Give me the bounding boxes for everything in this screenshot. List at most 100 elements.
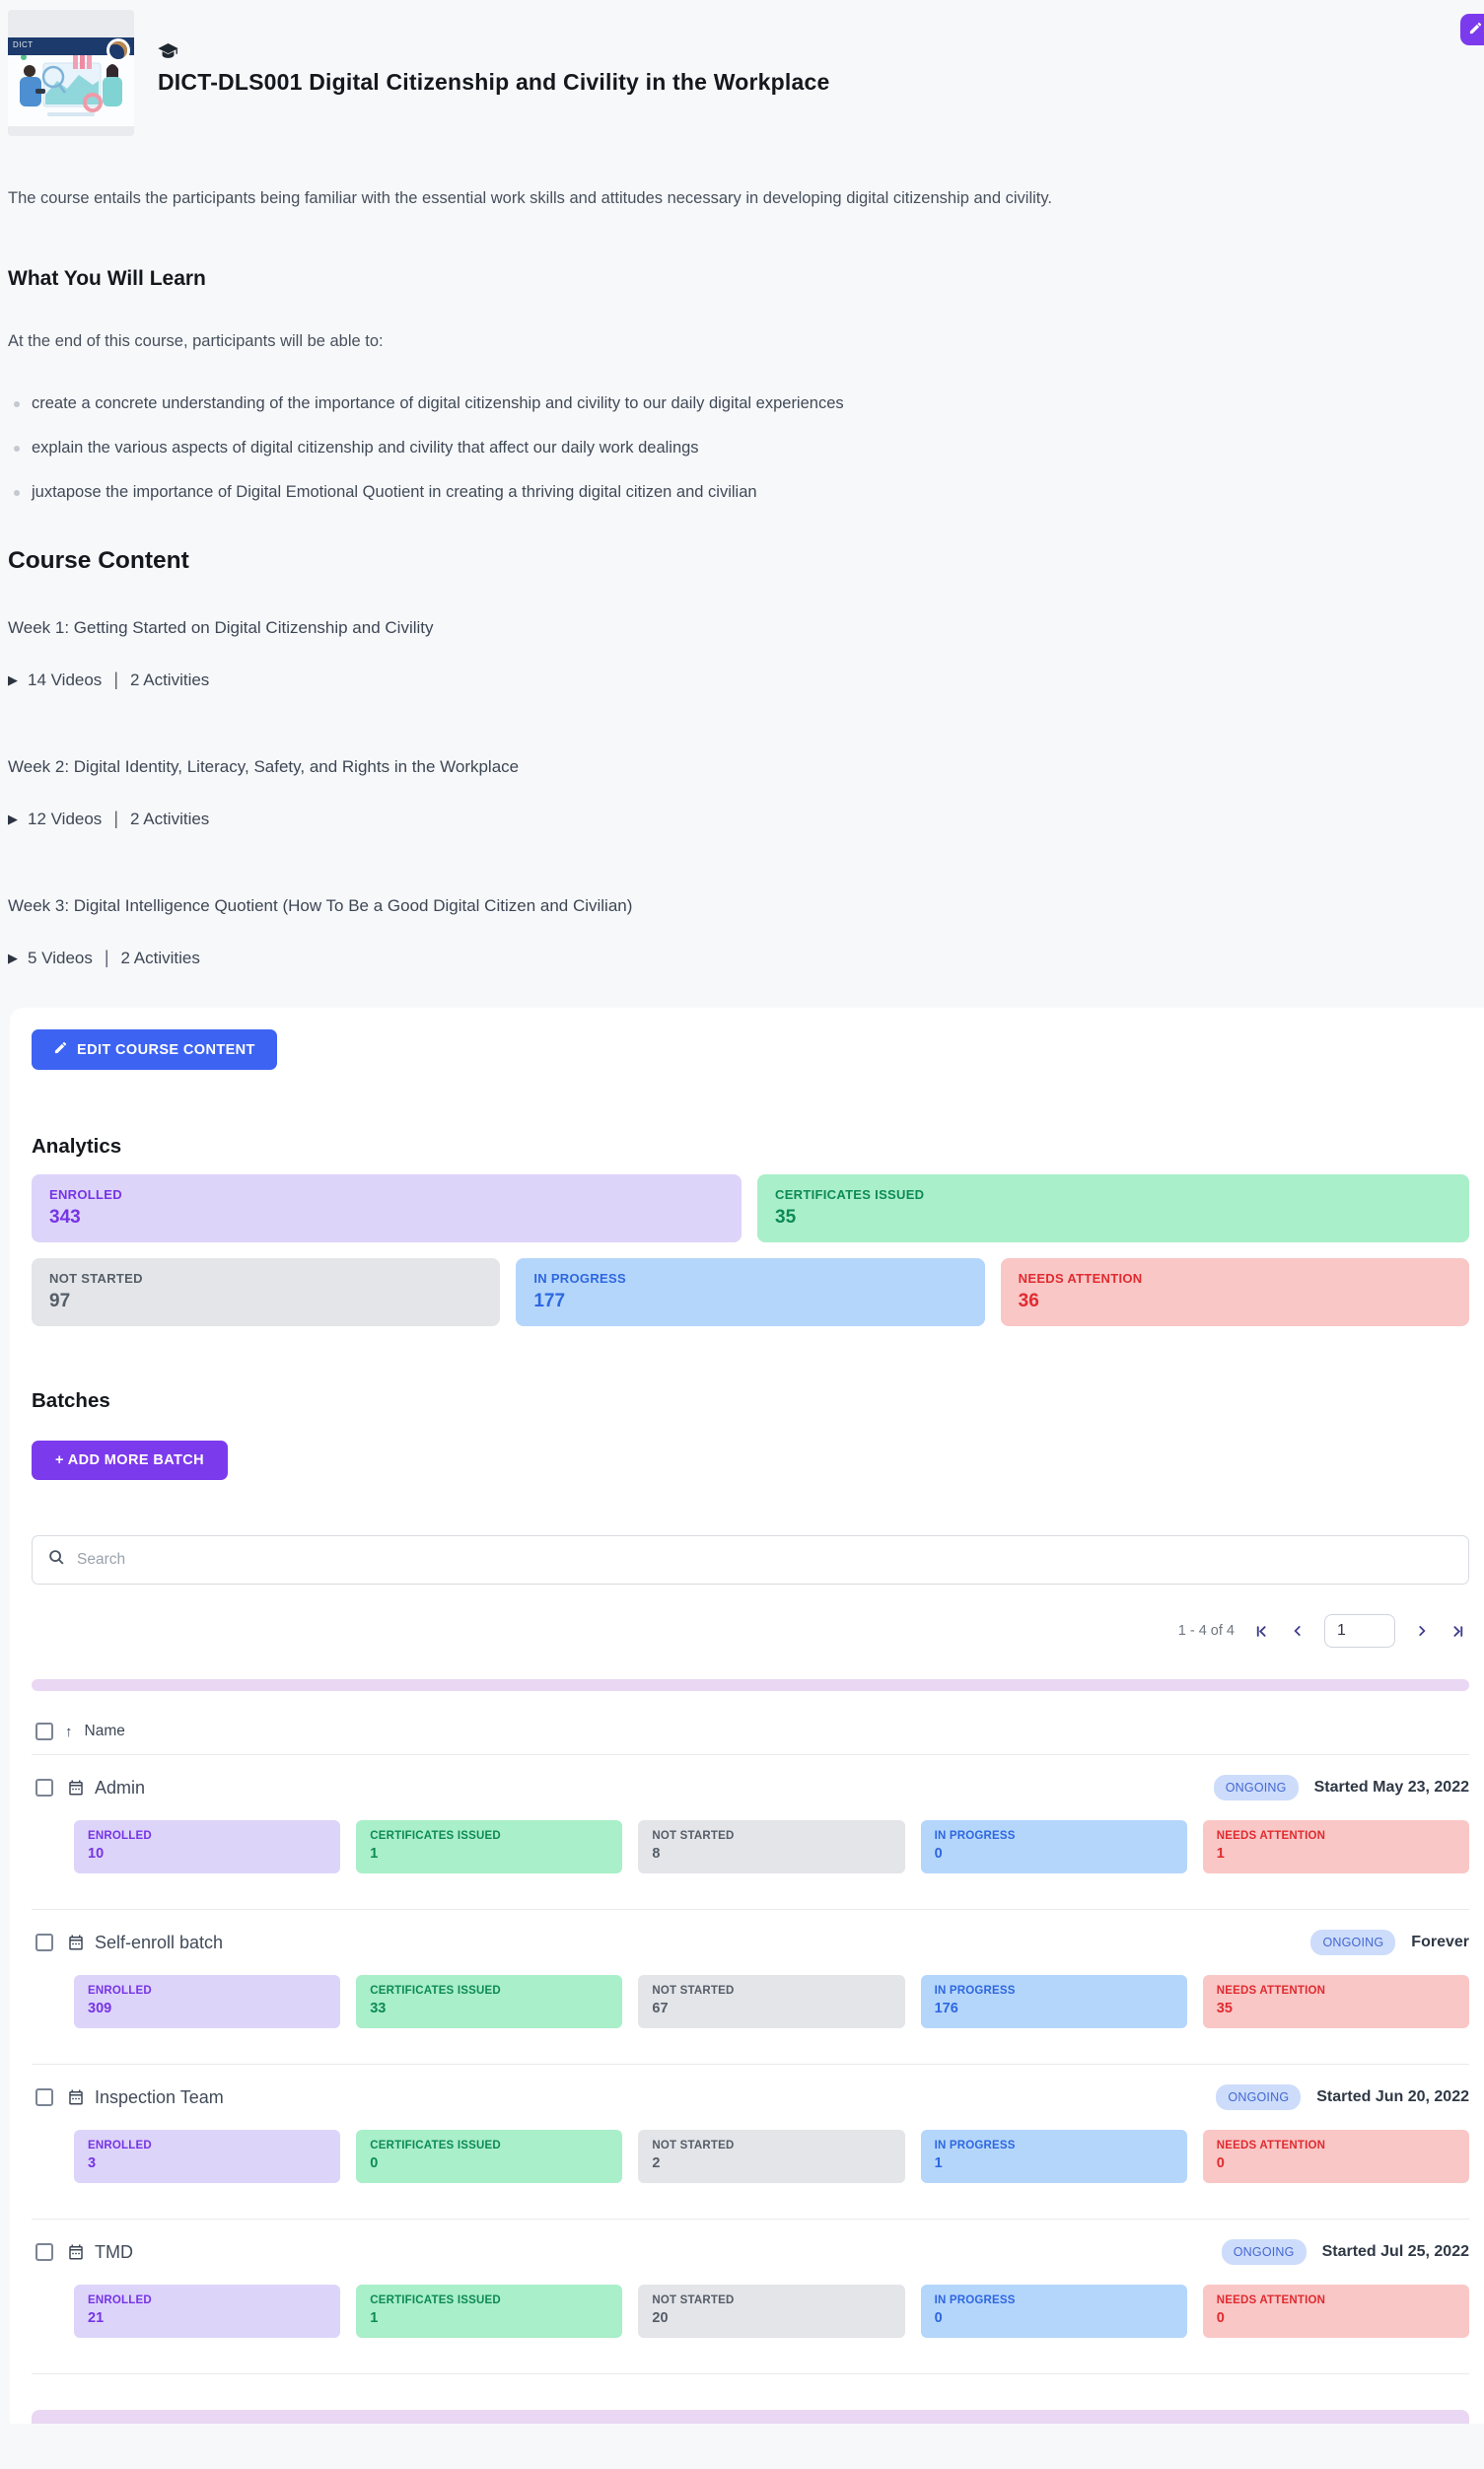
dict-seal-icon (106, 38, 130, 62)
learn-heading: What You Will Learn (8, 267, 206, 290)
analytics-row-1: ENROLLED 343 CERTIFICATES ISSUED 35 (32, 1174, 1469, 1242)
batch-row-admin: Admin ONGOING Started May 23, 2022 ENROL… (32, 1755, 1469, 1910)
stat-label: NOT STARTED (49, 1271, 143, 1286)
stat-chip-needs-attention: NEEDS ATTENTION 35 (1202, 1975, 1469, 2028)
learn-objectives-list: create a concrete understanding of the i… (8, 394, 1469, 502)
batch-name-cell[interactable]: Self-enroll batch (67, 1933, 223, 1953)
learn-objective: create a concrete understanding of the i… (8, 394, 1469, 413)
page-number-input[interactable] (1324, 1614, 1395, 1648)
page-title: DICT-DLS001 Digital Citizenship and Civi… (158, 69, 830, 95)
stat-value: 1 (370, 2310, 379, 2326)
stat-label: ENROLLED (88, 1985, 152, 1997)
pagination-range-label: 1 - 4 of 4 (1177, 1623, 1235, 1639)
stat-value: 20 (652, 2310, 669, 2326)
row-checkbox[interactable] (35, 1779, 53, 1797)
progress-divider-bar (32, 1679, 1469, 1691)
batch-schedule: Started Jul 25, 2022 (1321, 2243, 1469, 2260)
stat-value: 1 (370, 1846, 379, 1862)
batches-heading: Batches (32, 1389, 110, 1412)
stat-chip-needs-attention: NEEDS ATTENTION 0 (1202, 2285, 1469, 2338)
expand-triangle-icon: ▶ (8, 950, 18, 965)
videos-count: 5 Videos (28, 948, 93, 967)
stat-label: NOT STARTED (652, 2294, 735, 2306)
batch-search-box (32, 1535, 1469, 1585)
batch-stats: ENROLLED 3 CERTIFICATES ISSUED 0 NOT START… (74, 2130, 1469, 2183)
videos-count: 12 Videos (28, 809, 103, 828)
activities-count: 2 Activities (130, 670, 210, 689)
search-input[interactable] (77, 1551, 1452, 1569)
batch-name: Admin (95, 1777, 146, 1798)
status-badge: ONGOING (1216, 2084, 1302, 2110)
week-summary-toggle[interactable]: ▶ 14 Videos | 2 Activities (8, 670, 1469, 690)
status-badge: ONGOING (1221, 2239, 1307, 2265)
week-title: Week 3: Digital Intelligence Quotient (H… (8, 896, 633, 915)
activities-count: 2 Activities (130, 809, 210, 828)
stat-value: 0 (934, 2310, 943, 2326)
pagination-bar: 1 - 4 of 4 (32, 1614, 1469, 1648)
stat-value: 10 (88, 1846, 105, 1862)
stat-value: 343 (49, 1207, 81, 1228)
stat-chip-not-started: NOT STARTED 67 (638, 1975, 905, 2028)
meta-separator: | (104, 948, 109, 967)
name-column-header[interactable]: Name (84, 1723, 125, 1739)
calendar-icon (69, 1780, 83, 1796)
edit-course-content-label: EDIT COURSE CONTENT (77, 1041, 255, 1058)
row-checkbox[interactable] (35, 2088, 53, 2106)
stat-value: 67 (652, 2001, 669, 2016)
stat-label: CERTIFICATES ISSUED (370, 2140, 501, 2152)
next-page-button[interactable] (1413, 1622, 1431, 1640)
stat-value: 35 (775, 1207, 797, 1228)
batch-name-cell[interactable]: TMD (67, 2242, 133, 2263)
select-all-checkbox[interactable] (35, 1723, 53, 1740)
stat-chip-not-started: NOT STARTED 20 (638, 2285, 905, 2338)
thumbnail-brand-text: DICT (13, 40, 34, 49)
batch-schedule: Forever (1411, 1934, 1469, 1950)
edit-course-button[interactable] (1460, 14, 1484, 45)
week-section-2: Week 2: Digital Identity, Literacy, Safe… (8, 757, 1469, 829)
stat-label: NEEDS ATTENTION (1216, 1830, 1326, 1842)
week-title: Week 2: Digital Identity, Literacy, Safe… (8, 757, 520, 776)
stat-value: 1 (1216, 1846, 1225, 1862)
week-summary-toggle[interactable]: ▶ 5 Videos | 2 Activities (8, 948, 1469, 968)
stat-value: 36 (1018, 1291, 1039, 1311)
course-admin-card: EDIT COURSE CONTENT Analytics ENROLLED 3… (10, 1008, 1484, 2424)
stat-value: 1 (934, 2155, 943, 2171)
add-more-batch-button[interactable]: + ADD MORE BATCH (32, 1441, 228, 1480)
stat-value: 0 (1216, 2310, 1225, 2326)
stat-value: 0 (1216, 2155, 1225, 2171)
stat-value: 3 (88, 2155, 97, 2171)
stat-chip-enrolled: ENROLLED 21 (74, 2285, 341, 2338)
batch-schedule: Started May 23, 2022 (1313, 1779, 1469, 1796)
expand-triangle-icon: ▶ (8, 811, 18, 826)
stat-chip-certificates: CERTIFICATES ISSUED 1 (356, 1820, 623, 1873)
course-illustration (8, 37, 134, 126)
edit-course-content-button[interactable]: EDIT COURSE CONTENT (32, 1029, 277, 1070)
batch-name-cell[interactable]: Inspection Team (67, 2087, 224, 2108)
expand-triangle-icon: ▶ (8, 671, 18, 687)
week-summary-toggle[interactable]: ▶ 12 Videos | 2 Activities (8, 809, 1469, 829)
learn-objective: explain the various aspects of digital c… (8, 439, 1469, 458)
stat-chip-enrolled: ENROLLED 3 (74, 2130, 341, 2183)
batch-table-header: ↑ Name (32, 1715, 1469, 1755)
activities-count: 2 Activities (120, 948, 200, 967)
stat-label: NEEDS ATTENTION (1216, 2294, 1326, 2306)
batch-name-cell[interactable]: Admin (67, 1778, 145, 1799)
stat-label: NEEDS ATTENTION (1216, 2140, 1326, 2152)
stat-chip-enrolled: ENROLLED 309 (74, 1975, 341, 2028)
row-checkbox[interactable] (35, 1934, 53, 1951)
stat-label: CERTIFICATES ISSUED (775, 1187, 925, 1202)
first-page-button[interactable] (1252, 1622, 1271, 1641)
stat-label: IN PROGRESS (934, 1985, 1016, 1997)
stat-value: 21 (88, 2310, 105, 2326)
week-section-1: Week 1: Getting Started on Digital Citiz… (8, 618, 1469, 690)
stat-label: NEEDS ATTENTION (1216, 1985, 1326, 1997)
sort-ascending-icon[interactable]: ↑ (65, 1723, 73, 1740)
row-checkbox[interactable] (35, 2243, 53, 2261)
batch-row-tmd: TMD ONGOING Started Jul 25, 2022 ENROLLE… (32, 2220, 1469, 2374)
stat-chip-in-progress: IN PROGRESS 0 (920, 1820, 1187, 1873)
pencil-icon (53, 1040, 68, 1059)
last-page-button[interactable] (1449, 1622, 1467, 1641)
pencil-icon (1468, 21, 1483, 38)
learn-objective: juxtapose the importance of Digital Emot… (8, 483, 1469, 502)
previous-page-button[interactable] (1289, 1622, 1307, 1640)
